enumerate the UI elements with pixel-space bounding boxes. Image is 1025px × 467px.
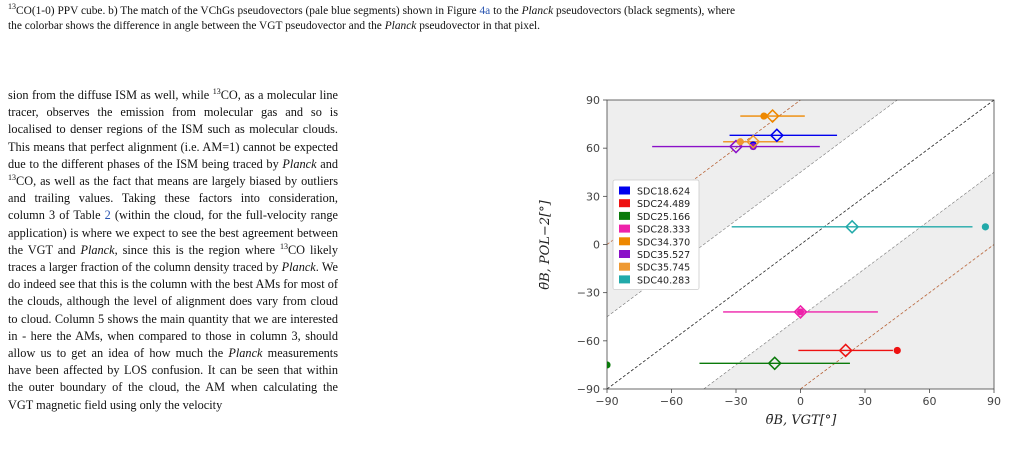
body-text-column: sion from the diffuse ISM as well, while… [8, 87, 338, 414]
x-tick-label: −30 [724, 395, 747, 408]
legend-label: SDC34.370 [637, 237, 690, 248]
y-tick-label: −30 [577, 287, 600, 300]
legend-swatch [619, 199, 630, 208]
x-tick-label: −60 [660, 395, 683, 408]
diamond-marker [767, 356, 782, 371]
x-tick-label: 90 [987, 395, 1001, 408]
dot-marker [749, 142, 757, 151]
y-tick-label: −90 [577, 383, 600, 396]
x-tick-label: 0 [797, 395, 804, 408]
legend-swatch [619, 275, 630, 284]
diamond-marker [769, 128, 784, 143]
legend-label: SDC25.166 [637, 212, 690, 223]
legend-label: SDC24.489 [637, 199, 690, 210]
figure-link[interactable]: 4a [479, 5, 491, 17]
diamond-marker [765, 108, 780, 124]
y-tick-label: 30 [586, 190, 600, 203]
one-to-one-line [607, 100, 994, 389]
y-tick-label: 0 [593, 239, 600, 252]
offset-line-lower [800, 244, 994, 389]
diamond-marker [838, 343, 853, 358]
x-tick-label: −90 [595, 395, 618, 408]
diamond-marker [845, 219, 860, 234]
y-tick-label: 90 [586, 94, 600, 107]
figure-caption: 13CO(1-0) PPV cube. b) The match of the … [8, 2, 736, 32]
legend-swatch [619, 237, 630, 246]
legend-swatch [619, 250, 630, 258]
table-link[interactable]: 2 [104, 208, 111, 223]
legend-label: SDC35.527 [637, 250, 690, 261]
band-edge-lower [703, 172, 994, 389]
x-tick-label: 30 [858, 395, 872, 408]
dot-marker [760, 112, 768, 120]
page-cut [0, 460, 360, 467]
axis-ticks: −90 −60 −30 0 30 60 90 −90 −60 −30 0 30 60 90 [577, 94, 1001, 408]
x-tick-label: 60 [923, 395, 937, 408]
body-paragraph: sion from the diffuse ISM as well, while… [8, 86, 339, 412]
scatter-chart: −90 −60 −30 0 30 60 90 −90 −60 −30 0 30 60 90 SDC18.6… [538, 94, 1001, 428]
legend-swatch [619, 262, 630, 271]
y-tick-label: −60 [577, 335, 600, 348]
legend-swatch [619, 224, 630, 233]
x-axis-label: θ̄B, VGT[°] [766, 413, 838, 428]
data-marks [607, 108, 989, 371]
legend-swatch [619, 186, 630, 195]
diamond-marker [746, 134, 761, 149]
legend-label: SDC40.283 [637, 275, 690, 286]
legend-label: SDC18.624 [637, 187, 690, 198]
legend-box [612, 179, 700, 290]
y-axis-label: θ̄B, POL−2[°] [538, 199, 553, 289]
legend-label: SDC35.745 [637, 263, 690, 274]
dot-marker [981, 223, 989, 231]
legend-label: SDC28.333 [637, 225, 690, 236]
legend-swatch [619, 211, 630, 220]
dot-marker [736, 138, 744, 146]
dot-marker [607, 361, 611, 369]
legend: SDC18.624SDC24.489SDC25.166SDC28.333SDC3… [612, 179, 700, 290]
diamond-marker [793, 304, 808, 319]
dot-marker [893, 346, 901, 355]
dot-marker [796, 308, 805, 316]
y-tick-label: 60 [586, 142, 600, 155]
